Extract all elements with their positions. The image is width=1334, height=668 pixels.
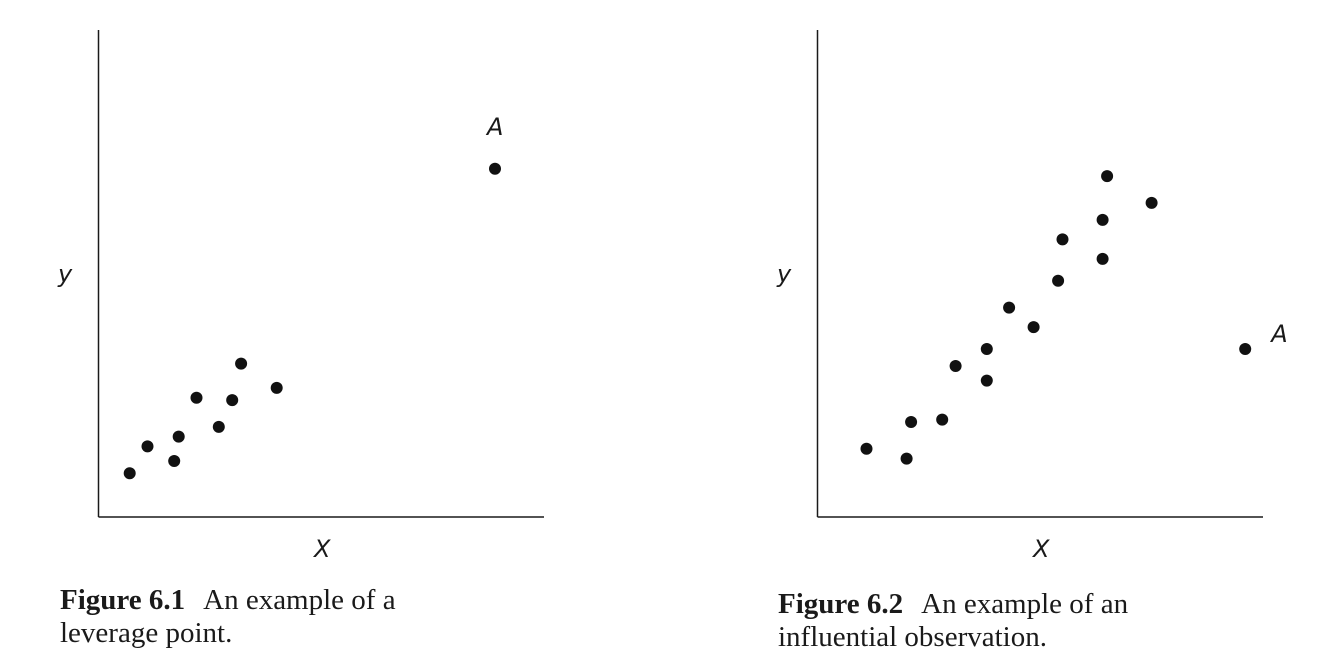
- data-point: [270, 381, 283, 394]
- y-axis-label: y: [776, 260, 792, 288]
- x-axis-label: X: [312, 535, 331, 563]
- data-point: [1101, 170, 1114, 183]
- data-point: [226, 394, 239, 407]
- figure-number: Figure 6.1: [60, 584, 186, 616]
- data-point: [123, 467, 136, 480]
- data-point: [212, 420, 225, 433]
- figure-6-2-caption: Figure 6.2 An example of an influential o…: [778, 588, 1128, 654]
- x-axis-label: X: [1031, 535, 1050, 563]
- data-point: [860, 442, 873, 455]
- data-point: [1056, 233, 1069, 246]
- point-label-a: A: [1269, 320, 1287, 348]
- caption-line-1: Figure 6.2 An example of an: [778, 588, 1128, 621]
- figure-number: Figure 6.2: [778, 588, 904, 620]
- caption-text-line-1: An example of a: [203, 584, 396, 616]
- y-axis-label: y: [57, 260, 73, 288]
- figure-6-1-caption: Figure 6.1 An example of a leverage point…: [60, 584, 396, 650]
- data-point: [900, 452, 913, 465]
- data-point: [1145, 196, 1158, 209]
- data-point: [190, 391, 203, 404]
- figure-6-2-scatter-plot: y X A: [776, 30, 1288, 563]
- data-point: [1096, 213, 1109, 226]
- point-label-a: A: [485, 113, 503, 141]
- data-point: [1003, 301, 1016, 314]
- caption-text-line-2: leverage point.: [60, 617, 233, 649]
- data-point-a: [1239, 343, 1252, 355]
- data-point: [1027, 321, 1040, 334]
- data-point: [936, 413, 949, 426]
- data-point: [980, 343, 993, 355]
- data-point: [1096, 252, 1109, 265]
- data-points: A: [123, 113, 503, 480]
- caption-text-line-2: influential observation.: [778, 621, 1047, 653]
- data-point-a: [489, 162, 501, 175]
- data-point: [235, 357, 248, 370]
- data-point: [980, 374, 993, 387]
- data-point: [141, 440, 154, 453]
- data-point: [1052, 274, 1065, 287]
- caption-text-line-1: An example of an: [921, 588, 1129, 620]
- data-point: [949, 360, 962, 372]
- data-point: [905, 416, 918, 428]
- figure-6-1-scatter-plot: y X A: [57, 30, 544, 563]
- data-points: A: [860, 170, 1288, 465]
- data-point: [172, 430, 185, 443]
- caption-line-1: Figure 6.1 An example of a: [60, 584, 396, 617]
- data-point: [168, 455, 181, 467]
